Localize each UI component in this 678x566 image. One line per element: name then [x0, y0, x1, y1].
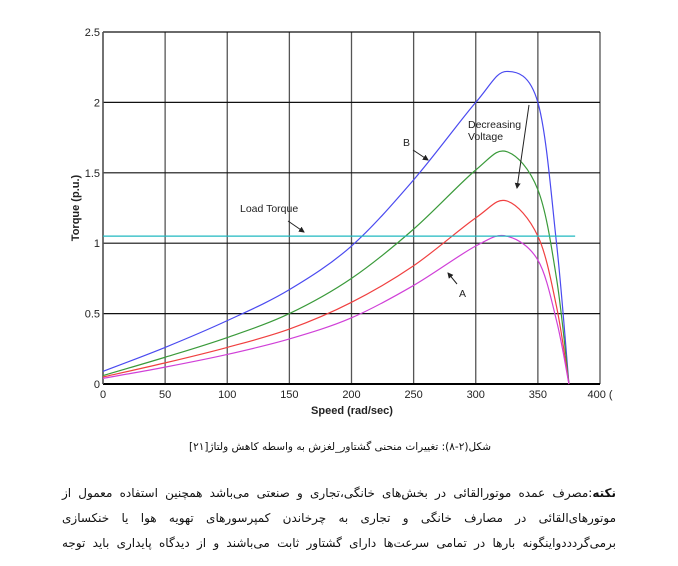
x-tick-label: 350: [529, 389, 547, 401]
paragraph-line-1: نکته:مصرف عمده موتورالقائی در بخش‌های خا…: [62, 481, 616, 506]
annotation-label: B: [403, 137, 410, 149]
y-tick-label: 2.5: [85, 27, 100, 39]
x-tick-label: 0: [100, 389, 106, 401]
x-axis-label: Speed (rad/sec): [311, 405, 393, 417]
annotation-arrow: [412, 149, 429, 161]
annotation-arrow: [514, 104, 530, 189]
annotation-label: Decreasing: [468, 119, 521, 131]
body-paragraph: نکته:مصرف عمده موتورالقائی در بخش‌های خا…: [62, 481, 616, 556]
x-tick-label: 150: [280, 389, 298, 401]
chart-series: [102, 70, 576, 385]
figure-caption: شکل(۲-۸): تغییرات منحنی گشتاور_لغزش به و…: [188, 441, 492, 453]
annotation-label: Load Torque: [240, 203, 298, 215]
chart-ticks: 0 50 100 150 200 250 300 350 400 ( 0 0.5 1 1.5 2 2.5: [85, 27, 613, 401]
y-tick-label: 0: [94, 379, 100, 391]
annotation-arrow: [287, 220, 305, 233]
x-tick-label: 300: [467, 389, 485, 401]
series-line-2: [102, 199, 570, 385]
y-tick-label: 1.5: [85, 168, 100, 180]
annotation-arrow: [447, 272, 458, 285]
y-tick-label: 0.5: [85, 309, 100, 321]
x-tick-label: 200: [342, 389, 360, 401]
series-line-3: [102, 234, 570, 385]
y-axis-label: Torque (p.u.): [70, 174, 82, 241]
torque-speed-chart: 0 50 100 150 200 250 300 350 400 ( 0 0.5 1 1.5 2 2.5 L…: [70, 27, 613, 417]
y-tick-label: 2: [94, 97, 100, 109]
x-tick-label: 50: [159, 389, 171, 401]
annotation-label: A: [459, 288, 466, 300]
paragraph-line-3: برمی‌گردددواینگونه بارها در تمامی سرعت‌ه…: [62, 536, 616, 550]
paragraph-line-2: موتورهای‌القائی در مصارف خانگی و تجاری ب…: [62, 511, 616, 525]
paragraph-line-1-text: :مصرف عمده موتورالقائی در بخش‌های خانگی،…: [62, 486, 593, 500]
y-tick-label: 1: [94, 238, 100, 250]
x-tick-label: 250: [404, 389, 422, 401]
series-line-0: [102, 70, 570, 385]
x-tick-label: 100: [218, 389, 236, 401]
note-lead: نکته: [592, 486, 616, 500]
chart-grid: [102, 31, 601, 385]
annotation-label: Voltage: [468, 131, 503, 143]
x-tick-label: 400 (: [587, 389, 612, 401]
series-line-1: [102, 150, 570, 385]
